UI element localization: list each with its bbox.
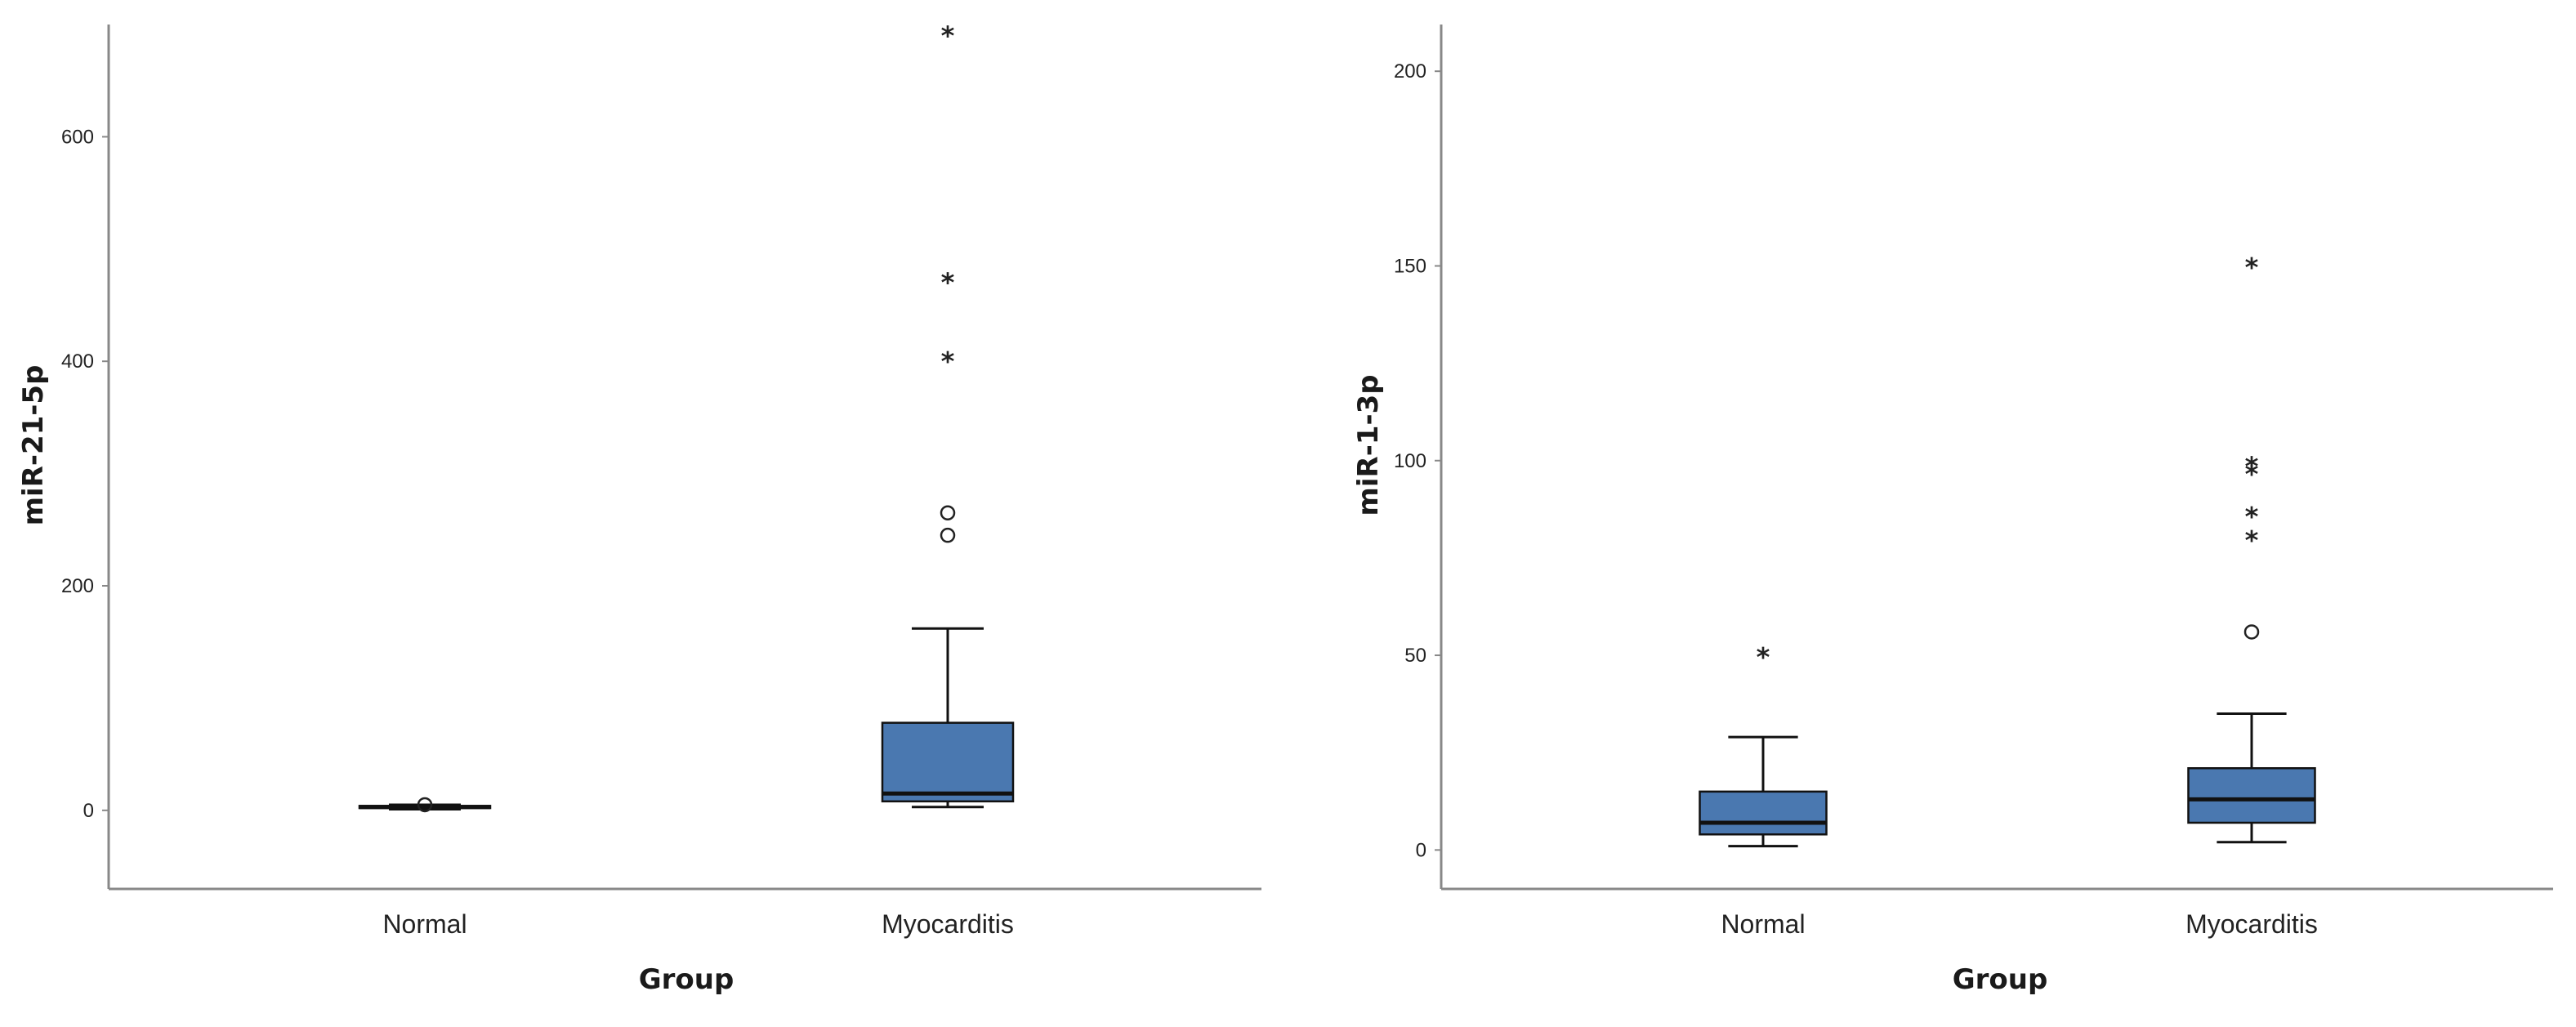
y-axis-title-right: miR-1-3p — [1352, 374, 1385, 516]
extreme-point-p1-1-4: * — [2245, 525, 2259, 556]
extreme-point-p1-1-3: * — [2245, 502, 2259, 533]
x-category-label-p1-0: Normal — [1721, 909, 1805, 939]
extreme-point-p0-1-1: * — [941, 267, 955, 298]
x-category-label-p0-1: Myocarditis — [882, 909, 1014, 939]
iqr-box-p1-0 — [1699, 790, 1828, 836]
outlier-point-p0-1-1 — [940, 527, 956, 543]
left-boxplot-panel: miR-21-5p Group 0 200 400 600 Normal Myocardi… — [17, 20, 1261, 996]
extreme-point-p0-1-2: * — [941, 346, 955, 377]
x-axis-title-left: Group — [639, 963, 734, 996]
outlier-point-p0-1-0 — [940, 505, 956, 520]
extreme-point-p1-1-1: * — [2245, 451, 2259, 482]
y-tick-label-p0-0: 0 — [83, 800, 94, 822]
right-boxplot-panel: miR-1-3p Group 0 50 100 150 200 Normal Myocard… — [1352, 25, 2553, 996]
y-tick-label-p0-600: 600 — [61, 126, 94, 148]
y-tick-label-p1-150: 150 — [1394, 255, 1426, 277]
y-tick-label-p1-0: 0 — [1416, 839, 1426, 861]
x-category-label-p1-1: Myocarditis — [2185, 909, 2318, 939]
y-tick-label-p0-200: 200 — [61, 575, 94, 597]
extreme-point-p1-0-0: * — [1757, 641, 1770, 672]
outlier-point-p0-0-0 — [417, 797, 433, 813]
iqr-box-p0-1 — [881, 721, 1015, 803]
extreme-point-p0-1-0: * — [941, 20, 955, 51]
y-axis-title-left: miR-21-5p — [17, 365, 50, 526]
iqr-box-p1-1 — [2187, 767, 2316, 824]
y-tick-label-p1-50: 50 — [1404, 645, 1426, 667]
extreme-point-p1-1-0: * — [2245, 252, 2259, 284]
y-tick-label-p1-200: 200 — [1394, 60, 1426, 83]
y-tick-label-p1-100: 100 — [1394, 450, 1426, 472]
y-tick-label-p0-400: 400 — [61, 351, 94, 373]
x-category-label-p0-0: Normal — [382, 909, 467, 939]
x-axis-title-right: Group — [1953, 963, 2048, 996]
outlier-point-p1-1-0 — [2243, 624, 2260, 640]
extreme-point-p1-1-2: * — [2245, 458, 2259, 489]
